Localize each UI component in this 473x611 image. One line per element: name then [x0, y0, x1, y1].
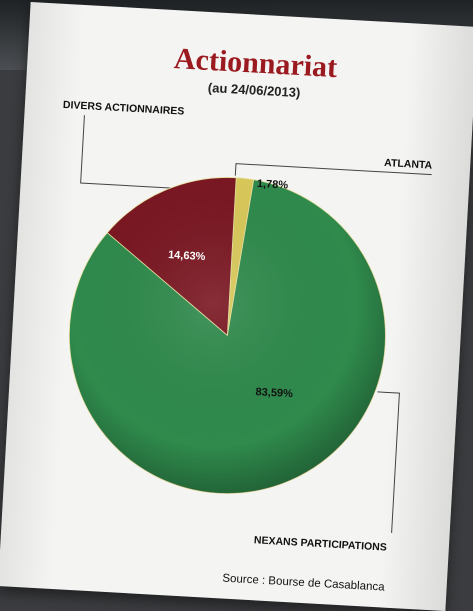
source-note: Source : Bourse de Casablanca [222, 573, 385, 594]
chart-subtitle: (au 24/06/2013) [208, 80, 301, 100]
value-label-nexans: 83,59% [255, 386, 293, 400]
chart-title: Actionnariat [173, 42, 338, 84]
value-label-atlanta: 1,78% [257, 178, 289, 192]
leader-line-nexans [377, 391, 400, 533]
value-label-divers: 14,63% [168, 249, 206, 263]
leader-line-divers [80, 115, 193, 190]
label-atlanta: ATLANTA [384, 157, 433, 172]
label-nexans-participations: NEXANS PARTICIPATIONS [254, 534, 387, 553]
leader-line-atlanta [234, 163, 432, 176]
label-divers-actionnaires: DIVERS ACTIONNAIRES [63, 99, 185, 118]
pie-slices [68, 177, 386, 494]
